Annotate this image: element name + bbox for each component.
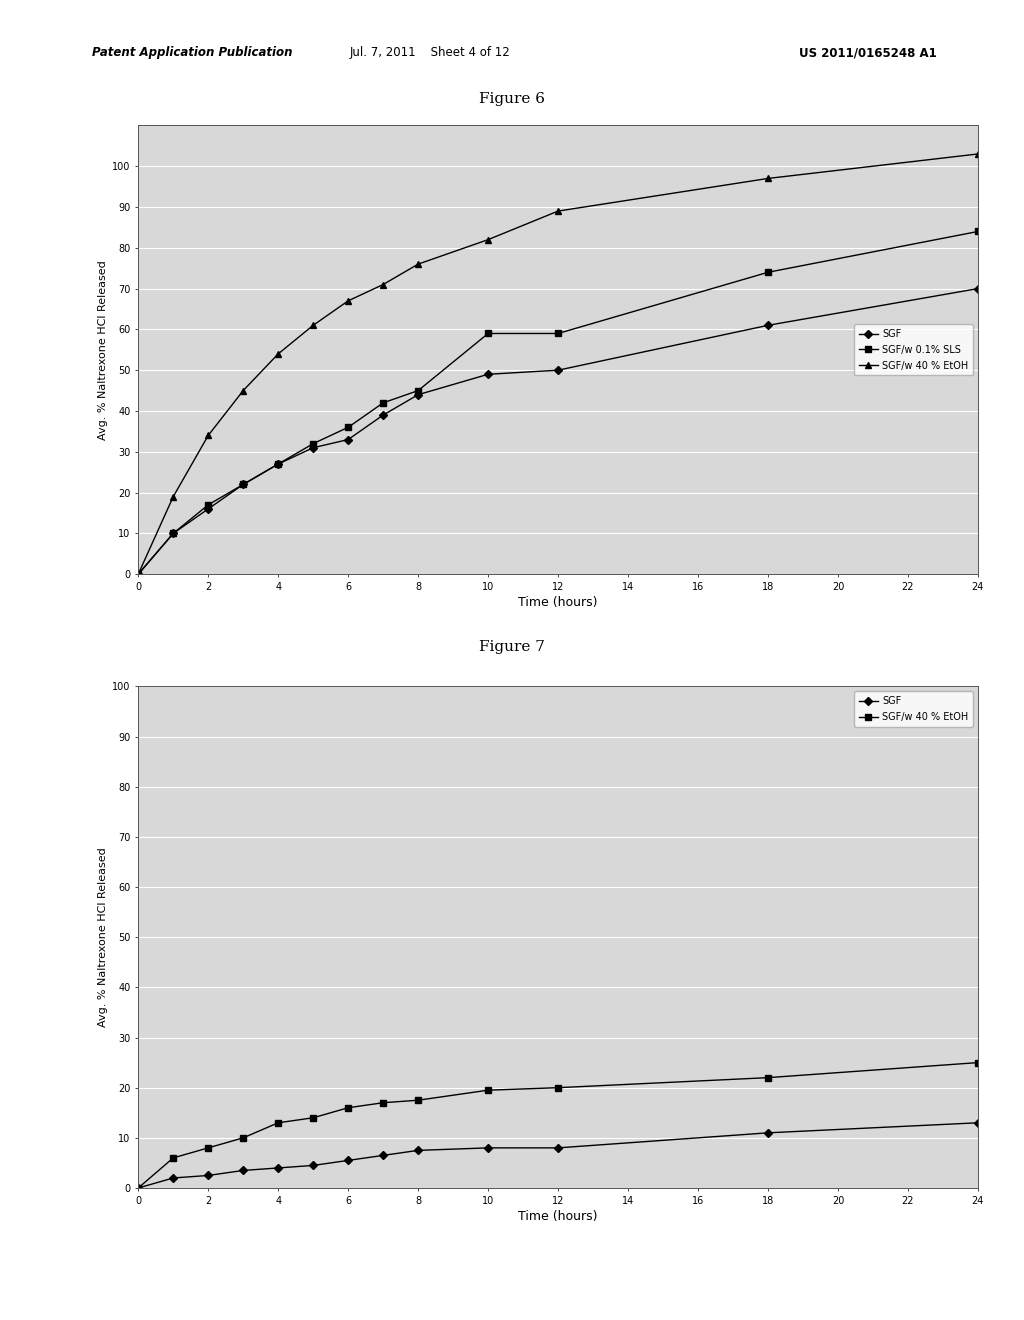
SGF	[132, 566, 144, 582]
X-axis label: Time (hours): Time (hours)	[518, 597, 598, 609]
X-axis label: Time (hours): Time (hours)	[518, 1210, 598, 1222]
SGF	[342, 1152, 354, 1168]
SGF/w 40 % EtOH	[237, 383, 250, 399]
SGF/w 40 % EtOH	[272, 1115, 285, 1131]
SGF	[237, 477, 250, 492]
SGF	[237, 1163, 250, 1179]
SGF/w 0.1% SLS	[307, 436, 319, 451]
SGF/w 40 % EtOH	[307, 1110, 319, 1126]
SGF/w 0.1% SLS	[342, 420, 354, 436]
Text: Figure 6: Figure 6	[479, 92, 545, 106]
SGF/w 40 % EtOH	[377, 1094, 389, 1110]
Y-axis label: Avg. % Naltrexone HCl Released: Avg. % Naltrexone HCl Released	[98, 260, 109, 440]
SGF	[762, 1125, 774, 1140]
SGF	[342, 432, 354, 447]
SGF/w 40 % EtOH	[202, 1140, 214, 1156]
SGF/w 0.1% SLS	[167, 525, 179, 541]
SGF/w 40 % EtOH	[342, 293, 354, 309]
SGF	[412, 1142, 424, 1159]
SGF/w 0.1% SLS	[237, 477, 250, 492]
SGF/w 0.1% SLS	[762, 264, 774, 280]
Line: SGF/w 40 % EtOH: SGF/w 40 % EtOH	[135, 152, 981, 577]
SGF/w 40 % EtOH	[132, 1180, 144, 1196]
SGF/w 40 % EtOH	[972, 1055, 984, 1071]
SGF/w 40 % EtOH	[762, 170, 774, 186]
SGF/w 40 % EtOH	[307, 317, 319, 333]
Text: Jul. 7, 2011    Sheet 4 of 12: Jul. 7, 2011 Sheet 4 of 12	[350, 46, 510, 59]
SGF	[482, 1140, 495, 1156]
Legend: SGF, SGF/w 40 % EtOH: SGF, SGF/w 40 % EtOH	[854, 692, 973, 727]
SGF	[167, 1170, 179, 1185]
Line: SGF: SGF	[135, 1119, 981, 1191]
SGF	[377, 407, 389, 422]
SGF/w 40 % EtOH	[132, 566, 144, 582]
SGF	[412, 387, 424, 403]
Line: SGF/w 0.1% SLS: SGF/w 0.1% SLS	[135, 228, 981, 577]
SGF/w 40 % EtOH	[972, 147, 984, 162]
SGF	[377, 1147, 389, 1163]
SGF/w 40 % EtOH	[342, 1100, 354, 1115]
SGF/w 40 % EtOH	[377, 277, 389, 293]
SGF/w 40 % EtOH	[482, 232, 495, 248]
SGF/w 0.1% SLS	[482, 326, 495, 342]
SGF	[552, 1140, 564, 1156]
SGF	[972, 1115, 984, 1131]
SGF/w 40 % EtOH	[552, 203, 564, 219]
Line: SGF/w 40 % EtOH: SGF/w 40 % EtOH	[135, 1060, 981, 1191]
SGF	[167, 525, 179, 541]
SGF/w 40 % EtOH	[762, 1069, 774, 1085]
SGF/w 40 % EtOH	[272, 346, 285, 362]
Line: SGF: SGF	[135, 286, 981, 577]
SGF/w 40 % EtOH	[482, 1082, 495, 1098]
SGF	[272, 1160, 285, 1176]
SGF/w 40 % EtOH	[167, 1150, 179, 1166]
SGF/w 0.1% SLS	[202, 496, 214, 512]
SGF/w 0.1% SLS	[412, 383, 424, 399]
Text: Patent Application Publication: Patent Application Publication	[92, 46, 293, 59]
SGF	[972, 281, 984, 297]
SGF/w 0.1% SLS	[552, 326, 564, 342]
SGF	[482, 367, 495, 383]
SGF	[132, 1180, 144, 1196]
SGF/w 0.1% SLS	[272, 457, 285, 473]
SGF	[202, 1167, 214, 1183]
SGF/w 40 % EtOH	[237, 1130, 250, 1146]
SGF/w 0.1% SLS	[132, 566, 144, 582]
SGF	[202, 502, 214, 517]
SGF/w 40 % EtOH	[412, 256, 424, 272]
SGF/w 40 % EtOH	[412, 1093, 424, 1109]
Text: Figure 7: Figure 7	[479, 640, 545, 653]
SGF/w 40 % EtOH	[552, 1080, 564, 1096]
Legend: SGF, SGF/w 0.1% SLS, SGF/w 40 % EtOH: SGF, SGF/w 0.1% SLS, SGF/w 40 % EtOH	[854, 325, 973, 375]
SGF/w 40 % EtOH	[202, 428, 214, 444]
SGF	[762, 317, 774, 333]
SGF	[272, 457, 285, 473]
Y-axis label: Avg. % Naltrexone HCl Released: Avg. % Naltrexone HCl Released	[98, 847, 109, 1027]
SGF/w 0.1% SLS	[972, 223, 984, 239]
SGF/w 0.1% SLS	[377, 395, 389, 411]
SGF	[307, 1158, 319, 1173]
SGF/w 40 % EtOH	[167, 488, 179, 504]
SGF	[307, 440, 319, 455]
SGF	[552, 362, 564, 378]
Text: US 2011/0165248 A1: US 2011/0165248 A1	[799, 46, 937, 59]
